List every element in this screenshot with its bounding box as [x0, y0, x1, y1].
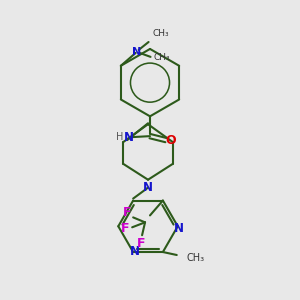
Text: N: N [130, 244, 140, 257]
Text: CH₃: CH₃ [152, 29, 169, 38]
Text: O: O [166, 134, 176, 147]
Text: N: N [124, 130, 134, 144]
Text: CH₃: CH₃ [154, 53, 170, 62]
Text: H: H [116, 132, 123, 142]
Text: N: N [132, 47, 141, 57]
Text: F: F [123, 206, 131, 219]
Text: F: F [137, 237, 145, 250]
Text: N: N [174, 222, 184, 235]
Text: N: N [143, 181, 153, 194]
Text: F: F [121, 222, 130, 235]
Text: CH₃: CH₃ [187, 253, 205, 263]
